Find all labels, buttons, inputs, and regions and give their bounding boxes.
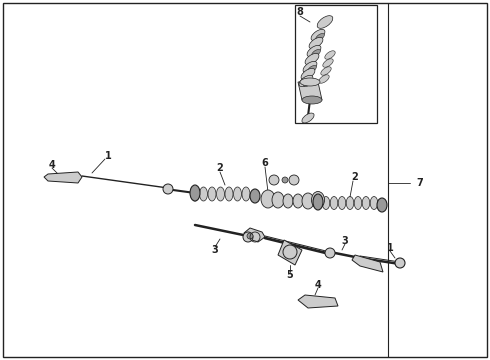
Ellipse shape [199, 187, 207, 201]
Ellipse shape [323, 59, 333, 67]
Text: 1: 1 [105, 151, 111, 161]
Polygon shape [298, 295, 338, 308]
Polygon shape [278, 240, 302, 265]
Ellipse shape [305, 53, 319, 65]
Ellipse shape [338, 197, 346, 210]
Ellipse shape [272, 192, 284, 208]
Ellipse shape [300, 78, 320, 86]
Ellipse shape [304, 80, 312, 86]
Ellipse shape [301, 68, 315, 80]
Polygon shape [244, 228, 265, 242]
Ellipse shape [317, 15, 333, 28]
Ellipse shape [191, 187, 199, 201]
Ellipse shape [283, 194, 293, 208]
Text: 5: 5 [287, 270, 294, 280]
Ellipse shape [377, 198, 387, 212]
Polygon shape [352, 255, 383, 272]
Ellipse shape [208, 187, 216, 201]
Text: 3: 3 [342, 236, 348, 246]
Ellipse shape [362, 197, 370, 210]
Ellipse shape [307, 45, 321, 57]
Ellipse shape [321, 67, 331, 75]
Ellipse shape [289, 175, 299, 185]
Ellipse shape [312, 192, 324, 208]
Ellipse shape [242, 187, 250, 201]
Circle shape [395, 258, 405, 268]
Ellipse shape [302, 96, 322, 104]
Circle shape [247, 233, 253, 239]
Ellipse shape [234, 187, 242, 201]
Ellipse shape [308, 66, 317, 72]
Ellipse shape [299, 75, 313, 87]
Circle shape [163, 184, 173, 194]
Text: 2: 2 [217, 163, 223, 173]
Ellipse shape [269, 175, 279, 185]
Bar [295, 5, 377, 123]
Ellipse shape [303, 61, 317, 73]
Ellipse shape [354, 197, 362, 210]
Text: 7: 7 [416, 178, 423, 188]
Polygon shape [298, 82, 322, 100]
Ellipse shape [302, 193, 314, 209]
Ellipse shape [322, 197, 330, 210]
Ellipse shape [225, 187, 233, 201]
Ellipse shape [312, 49, 320, 57]
Ellipse shape [190, 185, 200, 201]
Ellipse shape [309, 37, 323, 49]
Circle shape [325, 248, 335, 258]
Ellipse shape [316, 33, 324, 41]
Text: 4: 4 [49, 160, 55, 170]
Ellipse shape [314, 197, 322, 210]
Ellipse shape [282, 177, 288, 183]
Ellipse shape [293, 194, 303, 208]
Ellipse shape [319, 75, 329, 83]
Text: 8: 8 [296, 7, 303, 17]
Ellipse shape [330, 197, 338, 210]
Ellipse shape [250, 189, 260, 203]
Polygon shape [44, 172, 82, 183]
Ellipse shape [311, 30, 325, 41]
Ellipse shape [370, 197, 378, 210]
Text: 1: 1 [387, 243, 393, 253]
Ellipse shape [325, 51, 335, 59]
Ellipse shape [346, 197, 354, 210]
Ellipse shape [313, 194, 323, 210]
Text: 3: 3 [212, 245, 219, 255]
Ellipse shape [302, 113, 314, 123]
Text: 2: 2 [352, 172, 358, 182]
Ellipse shape [261, 190, 275, 208]
Text: 6: 6 [262, 158, 269, 168]
Circle shape [243, 232, 253, 242]
Ellipse shape [217, 187, 224, 201]
Text: 4: 4 [315, 280, 321, 290]
